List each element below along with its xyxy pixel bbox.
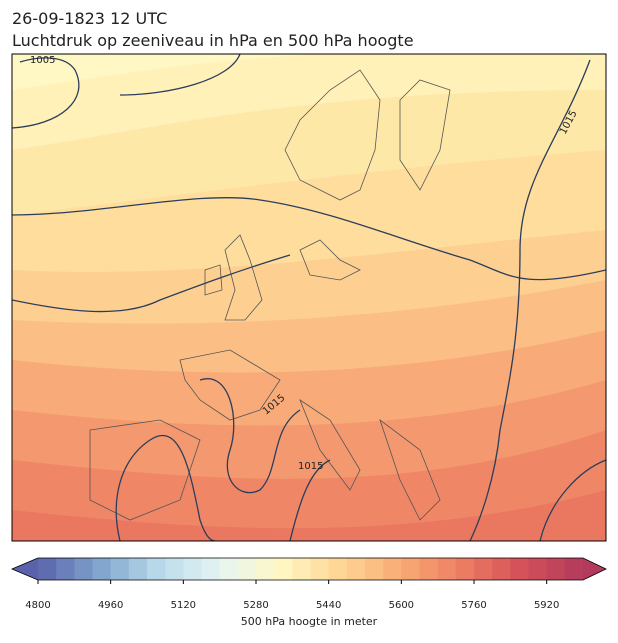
colorbar-segment [274, 558, 293, 580]
colorbar-outline [10, 557, 607, 581]
contour-label: 1005 [30, 55, 55, 66]
date-title: 26-09-1823 12 UTC [12, 9, 167, 28]
colorbar-tick-label: 5440 [316, 600, 341, 611]
colorbar-segment [56, 558, 75, 580]
colorbar-segment [383, 558, 402, 580]
colorbar-extend [12, 558, 38, 580]
colorbar-tick-label: 4800 [25, 600, 50, 611]
colorbar-segment [237, 558, 257, 580]
colorbar-segment [128, 558, 148, 580]
colorbar-segment [256, 558, 275, 580]
colorbar-segment [492, 558, 511, 580]
colorbar-segment [310, 558, 330, 580]
colorbar-segment [455, 558, 475, 580]
colorbar-segment [419, 558, 439, 580]
colorbar-segment [365, 558, 384, 580]
colorbar-tick-label: 5120 [171, 600, 196, 611]
colorbar-tick-label: 5280 [243, 600, 268, 611]
colorbar-segment [201, 558, 221, 580]
colorbar-segment [474, 558, 493, 580]
colorbar-segment [165, 558, 184, 580]
colorbar-segment [546, 558, 566, 580]
colorbar-segment [183, 558, 202, 580]
colorbar-segment [292, 558, 311, 580]
colorbar-segment [38, 558, 57, 580]
colorbar-segment [401, 558, 420, 580]
colorbar-label: 500 hPa hoogte in meter [241, 615, 378, 628]
colorbar: 4800 4960 5120 5280 5440 5600 5760 5920 [10, 557, 607, 611]
colorbar-extend [583, 558, 606, 580]
colorbar-segment [346, 558, 366, 580]
colorbar-segment [92, 558, 112, 580]
colorbar-tick-label: 5920 [534, 600, 559, 611]
colorbar-tick-label: 5760 [461, 600, 486, 611]
colorbar-segment [528, 558, 548, 580]
colorbar-segment [510, 558, 529, 580]
map-title: Luchtdruk op zeeniveau in hPa en 500 hPa… [12, 31, 414, 50]
colorbar-segment [147, 558, 166, 580]
map: 1005 1015 1015 1015 [12, 54, 606, 541]
colorbar-segment [110, 558, 130, 580]
map-frame [11, 53, 607, 542]
colorbar-segment [328, 558, 348, 580]
colorbar-segment [74, 558, 93, 580]
colorbar-tick-label: 5600 [389, 600, 414, 611]
contour-label: 1015 [298, 461, 323, 472]
colorbar-tick-label: 4960 [98, 600, 123, 611]
colorbar-segment [564, 558, 584, 580]
colorbar-segment [219, 558, 239, 580]
colorbar-segment [437, 558, 457, 580]
